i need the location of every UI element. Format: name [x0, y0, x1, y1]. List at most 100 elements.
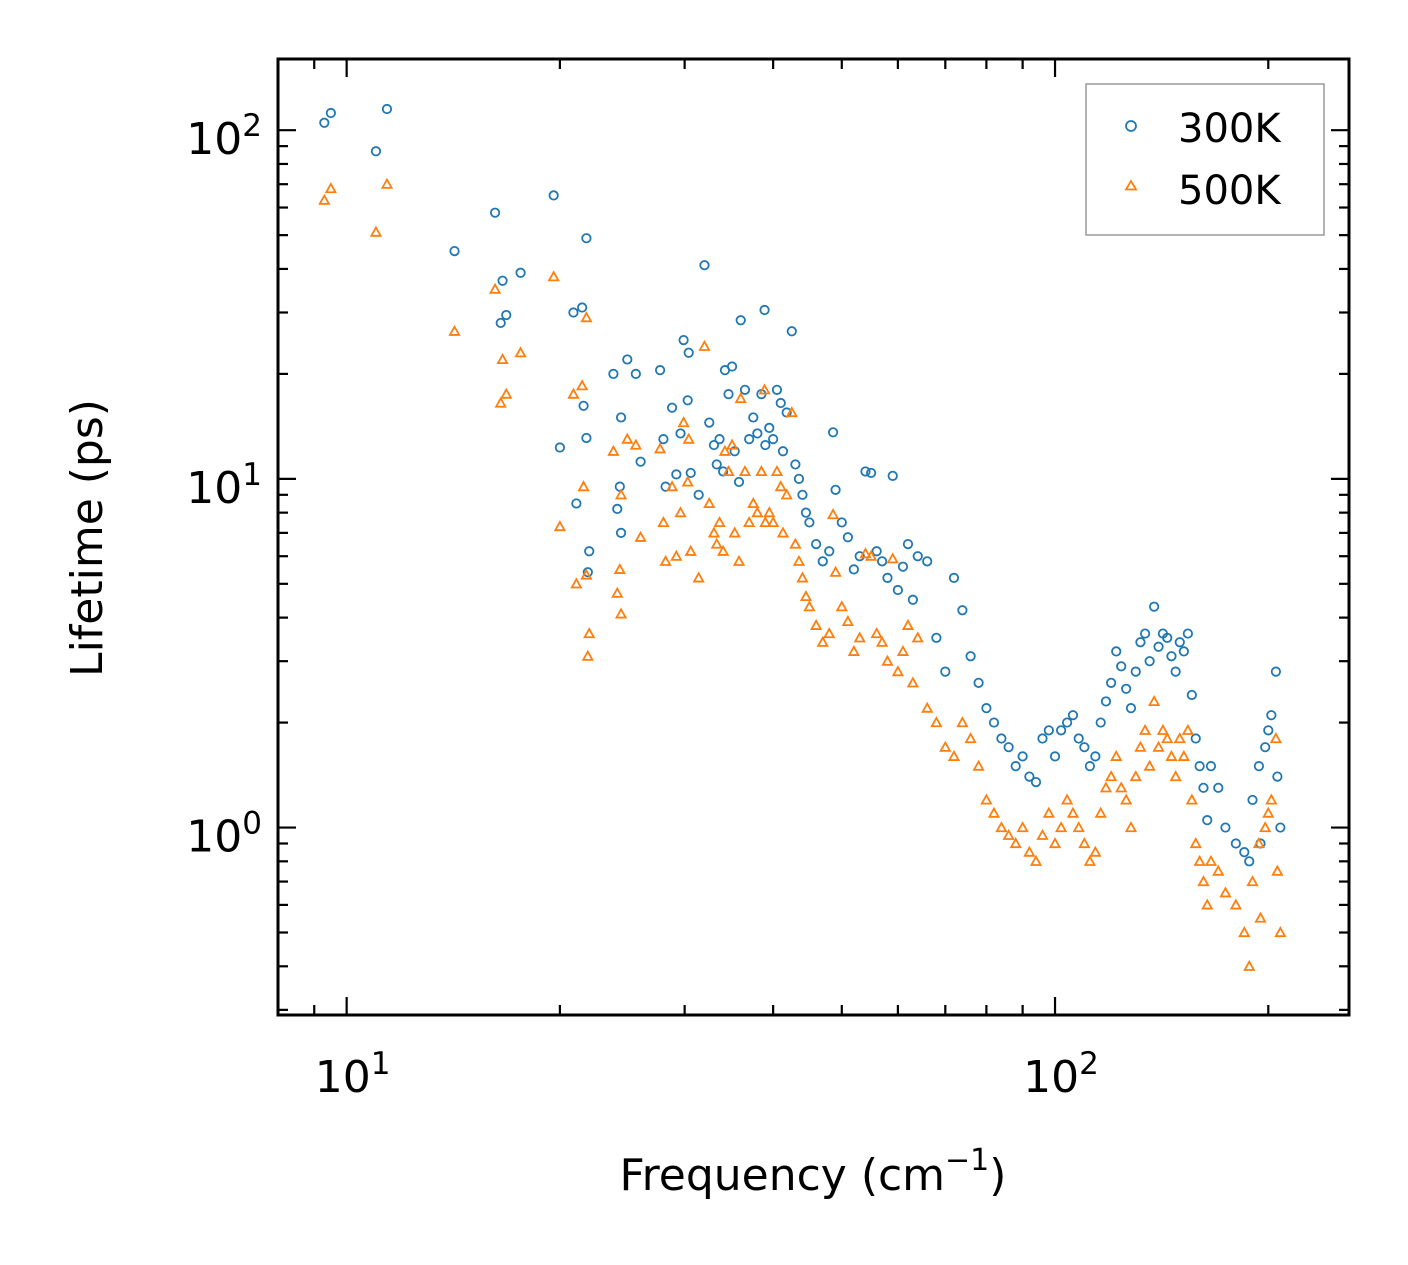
point-300k-149 — [1266, 710, 1277, 721]
point-500k-40 — [703, 497, 716, 509]
point-300k-131 — [1170, 666, 1181, 677]
point-500k-8 — [500, 387, 513, 399]
point-300k-53 — [748, 412, 759, 423]
point-300k-119 — [1116, 661, 1127, 672]
point-300k-94 — [957, 605, 968, 616]
point-300k-80 — [866, 467, 877, 479]
point-300k-100 — [1003, 742, 1014, 753]
point-300k-9 — [515, 267, 526, 278]
point-300k-90 — [922, 556, 933, 567]
point-300k-77 — [848, 564, 859, 575]
point-300k-11 — [554, 442, 565, 453]
point-300k-65 — [790, 459, 801, 470]
point-500k-16 — [570, 577, 583, 589]
point-500k-13 — [576, 379, 589, 391]
point-500k-33 — [674, 506, 687, 518]
point-500k-3 — [380, 177, 394, 189]
point-300k-137 — [1194, 761, 1205, 772]
point-300k-20 — [608, 368, 619, 379]
x-axis-label: Frequency (cm−1) — [620, 1143, 1007, 1201]
point-300k-135 — [1186, 689, 1197, 701]
point-300k-124 — [1139, 628, 1151, 639]
point-300k-50 — [735, 315, 746, 326]
x-tick-labels: 101 102 — [315, 1046, 1099, 1103]
point-300k-13 — [577, 302, 588, 313]
point-300k-136 — [1190, 733, 1201, 744]
point-300k-91 — [931, 632, 942, 643]
point-500k-117 — [1104, 770, 1118, 782]
point-500k-113 — [1083, 854, 1097, 866]
point-500k-124 — [1138, 723, 1152, 735]
point-500k-60 — [770, 465, 784, 477]
point-500k-39 — [698, 339, 711, 351]
point-300k-87 — [902, 538, 914, 550]
point-300k-141 — [1213, 782, 1224, 793]
point-300k-140 — [1205, 761, 1217, 772]
point-500k-45 — [718, 444, 732, 456]
point-500k-139 — [1201, 898, 1214, 910]
point-300k-57 — [760, 439, 771, 451]
point-300k-41 — [708, 439, 720, 451]
point-500k-132 — [1173, 732, 1186, 744]
point-500k-22 — [613, 562, 626, 574]
point-300k-129 — [1162, 632, 1173, 643]
point-500k-26 — [629, 438, 642, 450]
point-300k-133 — [1178, 646, 1189, 657]
point-500k-32 — [670, 549, 683, 561]
point-500k-9 — [514, 346, 527, 358]
point-500k-89 — [911, 631, 924, 643]
point-500k-30 — [659, 554, 672, 566]
point-300k-26 — [630, 368, 641, 379]
point-300k-61 — [775, 397, 786, 409]
point-500k-27 — [634, 530, 647, 542]
point-500k-108 — [1055, 821, 1068, 833]
point-300k-68 — [800, 507, 812, 518]
point-300k-123 — [1135, 637, 1146, 648]
point-300k-110 — [1067, 710, 1079, 721]
point-500k-122 — [1129, 770, 1142, 782]
point-300k-18 — [584, 546, 595, 557]
point-500k-15 — [577, 480, 590, 492]
point-300k-29 — [658, 434, 669, 445]
point-500k-100 — [1002, 828, 1015, 840]
y-tick-label-10^2: 102 — [186, 108, 262, 165]
point-500k-102 — [1016, 821, 1029, 833]
point-300k-74 — [830, 484, 841, 495]
point-300k-28 — [654, 365, 666, 376]
point-300k-5 — [489, 207, 501, 218]
point-300k-122 — [1130, 666, 1141, 677]
point-500k-63 — [780, 488, 793, 500]
point-300k-109 — [1062, 717, 1073, 728]
point-500k-44 — [717, 544, 730, 556]
point-300k-25 — [622, 354, 633, 365]
point-300k-151 — [1272, 771, 1283, 782]
point-300k-93 — [948, 572, 960, 583]
point-300k-116 — [1100, 696, 1112, 707]
point-300k-49 — [733, 476, 745, 488]
y-tick-label-10^0: 100 — [186, 806, 262, 863]
point-500k-92 — [939, 740, 952, 752]
point-500k-111 — [1072, 821, 1085, 833]
point-300k-7 — [495, 317, 506, 329]
point-500k-85 — [891, 665, 905, 677]
point-300k-1 — [325, 107, 336, 119]
point-500k-153 — [1254, 911, 1267, 923]
point-300k-2 — [370, 146, 382, 157]
point-300k-103 — [1024, 771, 1035, 782]
point-500k-59 — [767, 515, 780, 528]
point-500k-28 — [653, 442, 667, 454]
point-300k-54 — [752, 428, 763, 439]
point-300k-121 — [1125, 703, 1137, 714]
legend-marker-300k — [1125, 120, 1137, 132]
point-300k-101 — [1010, 761, 1021, 772]
y-tick-labels: 100 101 102 — [186, 108, 262, 862]
point-500k-137 — [1193, 854, 1206, 866]
point-500k-76 — [841, 614, 855, 627]
point-300k-40 — [704, 417, 715, 428]
point-500k-73 — [826, 508, 840, 520]
point-500k-154 — [1262, 806, 1275, 818]
point-300k-36 — [682, 395, 693, 406]
point-500k-2 — [369, 225, 383, 237]
point-300k-38 — [693, 489, 704, 500]
point-300k-34 — [678, 335, 689, 346]
